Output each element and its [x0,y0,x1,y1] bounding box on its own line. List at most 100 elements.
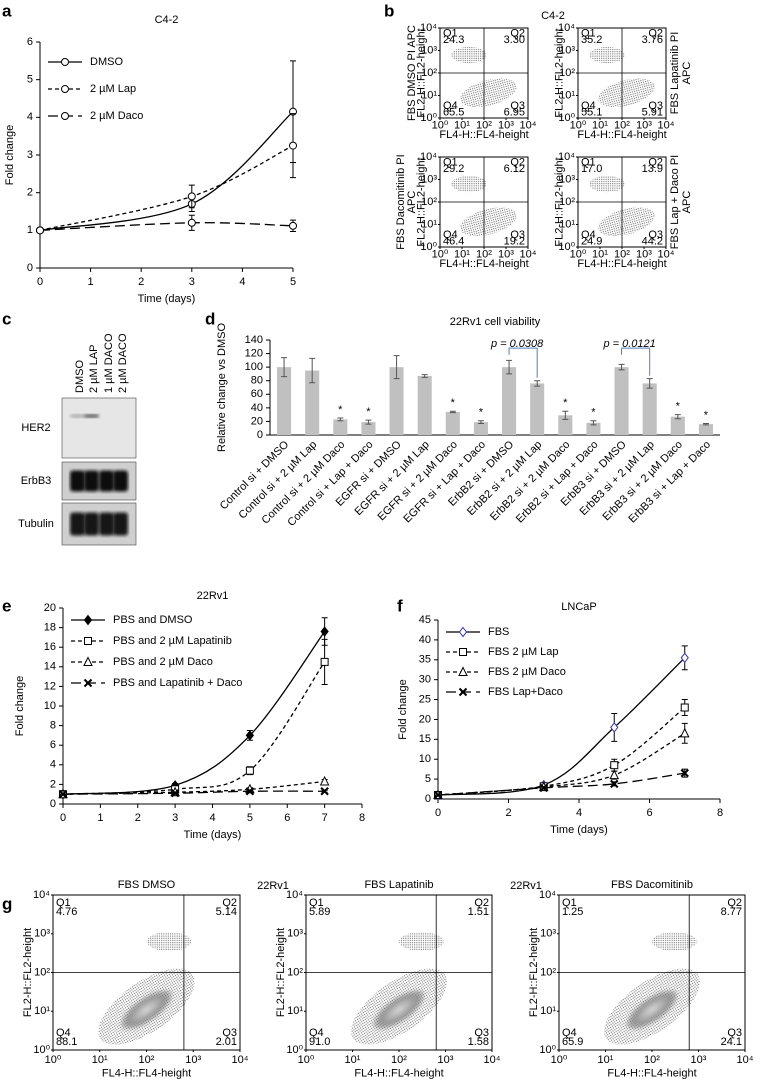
cell-cloud [399,932,444,951]
marker [610,761,619,770]
cell-cloud [598,78,655,108]
legend-label: PBS and Lapatinib + Daco [113,677,242,689]
x-axis-label: Time (days) [184,829,242,841]
plot-title: FBS Dacomitinib [611,879,693,891]
legend-label: FBS 2 µM Daco [488,666,566,678]
y-tick-label: 2 [27,187,33,199]
legend-marker [458,687,468,697]
quadrant-name: Q4 [443,100,458,112]
panel-label: g [2,894,12,913]
quadrant-name: Q2 [648,156,663,168]
cell-cloud [146,932,192,951]
x-tick-label: 10² [139,1054,155,1066]
asterisk: * [563,397,568,409]
quadrant-name: Q4 [562,1027,577,1039]
y-tick-label: 10⁰ [539,1044,556,1056]
legend-marker [83,678,93,688]
y-tick-label: 10⁴ [558,22,575,34]
x-tick-label: 0 [435,807,441,819]
blot-band [113,512,128,536]
x-tick-label: 10² [391,1054,407,1066]
x-tick-label: 10¹ [92,1054,108,1066]
x-tick-label: 3 [172,812,178,824]
blot-panel [61,397,137,459]
marker [245,766,254,775]
error-bar [674,414,681,420]
y-axis-label: FL2-H::FL2-height [416,28,428,117]
y-axis-label: FL2-H::FL2-height [416,157,428,246]
x-tick-label: 1 [88,276,94,288]
x-tick-label: 10⁰ [432,119,449,131]
row-label: HER2 [21,422,50,434]
x-tick-label: 4 [576,807,582,819]
blot-band [70,512,85,536]
y-tick-label: 30 [419,674,431,686]
x-tick-label: 6 [284,812,290,824]
y-tick-label: 8 [50,720,56,732]
legend-label: FBS 2 µM Lap [488,646,559,658]
quadrant-name: Q1 [309,897,324,909]
y-tick-label: 10⁴ [558,151,575,163]
y-tick-label: 10² [421,67,437,79]
quadrant-name: Q2 [510,156,525,168]
legend-marker [61,85,69,93]
chart-title: LNCaP [561,601,596,613]
quadrant-value: 5.91 [642,106,663,118]
y-tick-label: 3 [27,149,33,161]
x-tick-label: 10⁴ [658,248,675,260]
quadrant-name: Q1 [581,27,596,39]
y-tick-label: 0 [425,793,431,805]
y-tick-label: 10² [421,196,437,208]
lane-label: 2 µM LAP [88,344,100,393]
series-line [62,790,325,795]
lane-label: 1 µM DACO [103,333,115,393]
bar [558,415,573,435]
annotation: 22Rv1 [257,880,289,892]
legend-marker [61,58,69,66]
error-bar [702,422,709,426]
y-tick-label: 10² [559,196,575,208]
x-tick-label: 10⁰ [432,248,449,260]
y-axis-label: FL2-H::FL2-height [528,928,540,1017]
error-bar [590,420,597,426]
bar [305,370,320,435]
quadrant-value: 5.89 [309,906,330,918]
lane-label: 2 µM DACO [117,333,129,393]
x-tick-label: 7 [322,812,328,824]
x-axis-label: FL4-H::FL4-height [102,1068,191,1080]
y-tick-label: 10¹ [421,218,437,230]
row-label: Tubulin [18,518,54,530]
y-tick-label: 10¹ [540,1005,556,1017]
marker [245,730,255,741]
y-tick-label: 2 [50,778,56,790]
marker [245,787,255,796]
y-tick-label: 10¹ [34,1005,50,1017]
panel-label: e [2,596,11,615]
y-tick-label: 10¹ [559,218,575,230]
x-tick-label: 10³ [691,1054,707,1066]
annotation: 22Rv1 [510,880,542,892]
quadrant-value: 4.76 [56,906,77,918]
x-tick-label: 5 [247,812,253,824]
quadrant-name: Q3 [648,100,663,112]
y-axis-label: FL2-H::FL2-height [554,28,566,117]
x-tick-label: 5 [290,276,296,288]
quadrant-name: Q4 [443,229,458,241]
x-tick-label: 1 [97,812,103,824]
asterisk: * [479,407,484,419]
cell-cloud [451,46,487,64]
legend-marker [458,666,468,676]
plot-title: FBS DMSO [118,879,176,891]
side-label: FBS Lap + Daco PI [669,155,681,249]
bar [586,422,601,435]
x-tick-label: 6 [646,807,652,819]
x-tick-label: 10³ [636,119,652,131]
legend-marker [84,637,92,645]
x-tick-label: 2 [135,812,141,824]
y-tick-label: 10⁰ [558,241,575,253]
p-value: p = 0.0308 [490,338,544,350]
significance-bracket [508,347,538,378]
x-tick-label: 10⁴ [737,1054,754,1066]
quadrant-value: 8.77 [721,906,742,918]
side-label: FBS DMSO PI APC [406,25,418,121]
